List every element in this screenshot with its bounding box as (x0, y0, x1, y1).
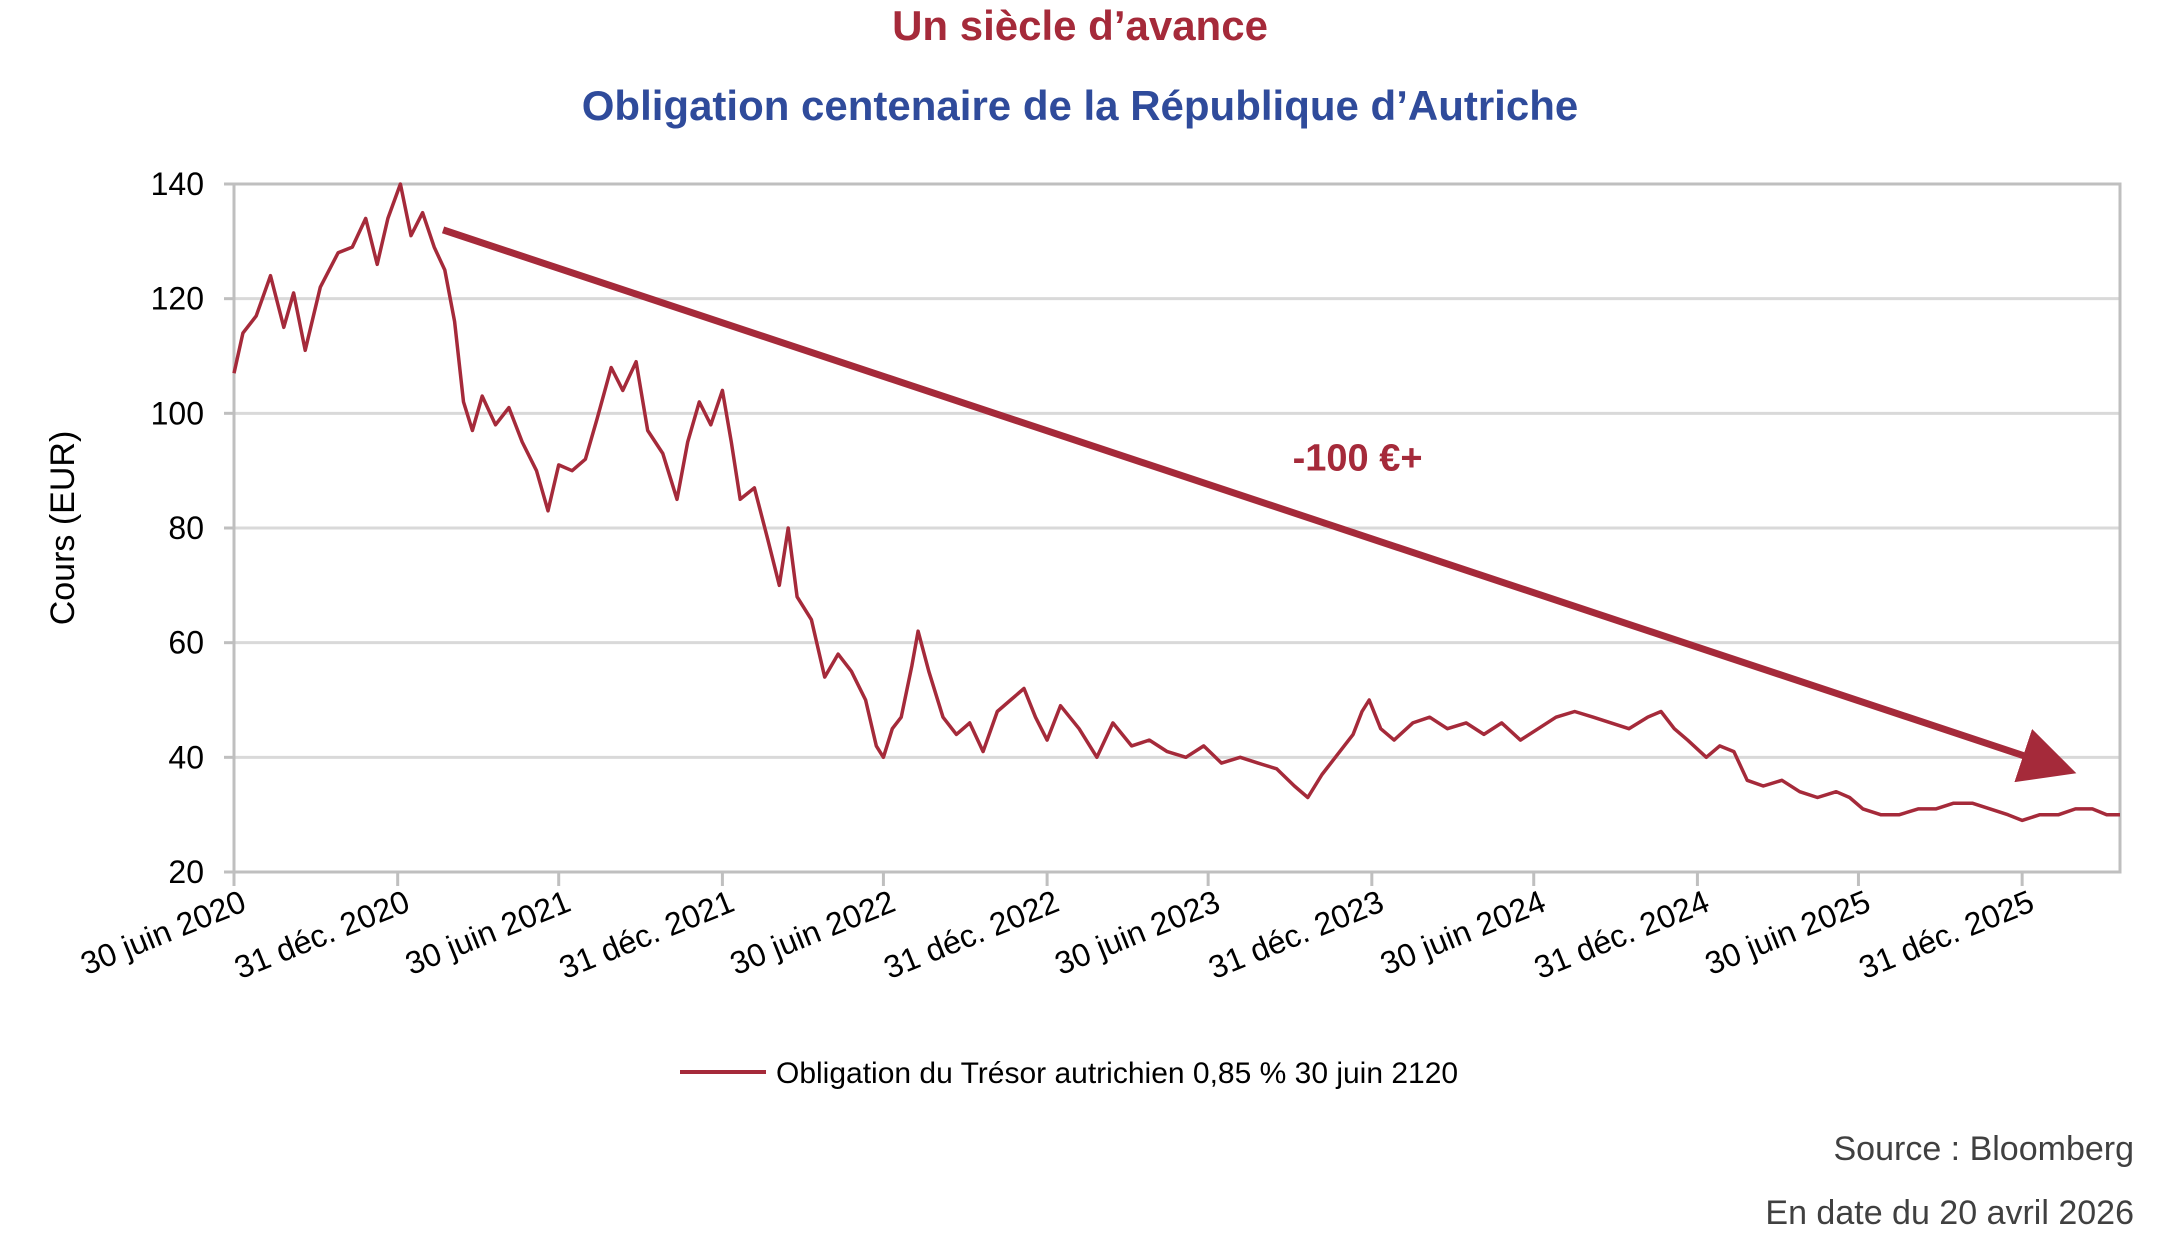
chart-subtitle: Obligation centenaire de la République d… (581, 82, 1579, 129)
as-of-date: En date du 20 avril 2026 (1765, 1194, 2134, 1232)
chart-title: Un siècle d’avance (892, 2, 1268, 49)
x-tick-label: 30 juin 2023 (1050, 883, 1225, 982)
y-axis: 20 40 60 80 100 120 140 (151, 166, 234, 890)
x-tick-label: 30 juin 2022 (725, 883, 900, 982)
y-tick-label: 140 (151, 166, 204, 202)
x-tick-label: 31 déc. 2024 (1529, 883, 1714, 986)
y-axis-label: Cours (EUR) (44, 431, 82, 626)
x-tick-label: 30 juin 2025 (1700, 883, 1875, 982)
y-tick-label: 100 (151, 395, 204, 431)
x-tick-label: 30 juin 2021 (400, 883, 575, 982)
y-tick-label: 80 (168, 510, 204, 546)
y-tick-label: 40 (168, 739, 204, 775)
source-note: Source : Bloomberg (1833, 1130, 2135, 1168)
x-tick-label: 31 déc. 2022 (879, 883, 1064, 986)
legend-label: Obligation du Trésor autrichien 0,85 % 3… (776, 1057, 1458, 1090)
x-tick-label: 30 juin 2024 (1375, 883, 1550, 982)
trend-arrow (441, 226, 2077, 783)
x-tick-label: 31 déc. 2020 (229, 883, 414, 986)
y-tick-label: 120 (151, 281, 204, 317)
trend-label: -100 €+ (1293, 438, 1423, 480)
y-tick-label: 20 (168, 854, 204, 890)
grid-lines (234, 297, 2120, 759)
x-tick-label: 30 juin 2020 (75, 883, 250, 982)
series-line (232, 182, 2120, 823)
x-tick-label: 31 déc. 2021 (554, 883, 739, 986)
y-tick-label: 60 (168, 625, 204, 661)
x-tick-label: 31 déc. 2023 (1203, 883, 1388, 986)
x-tick-label: 31 déc. 2025 (1854, 883, 2039, 986)
